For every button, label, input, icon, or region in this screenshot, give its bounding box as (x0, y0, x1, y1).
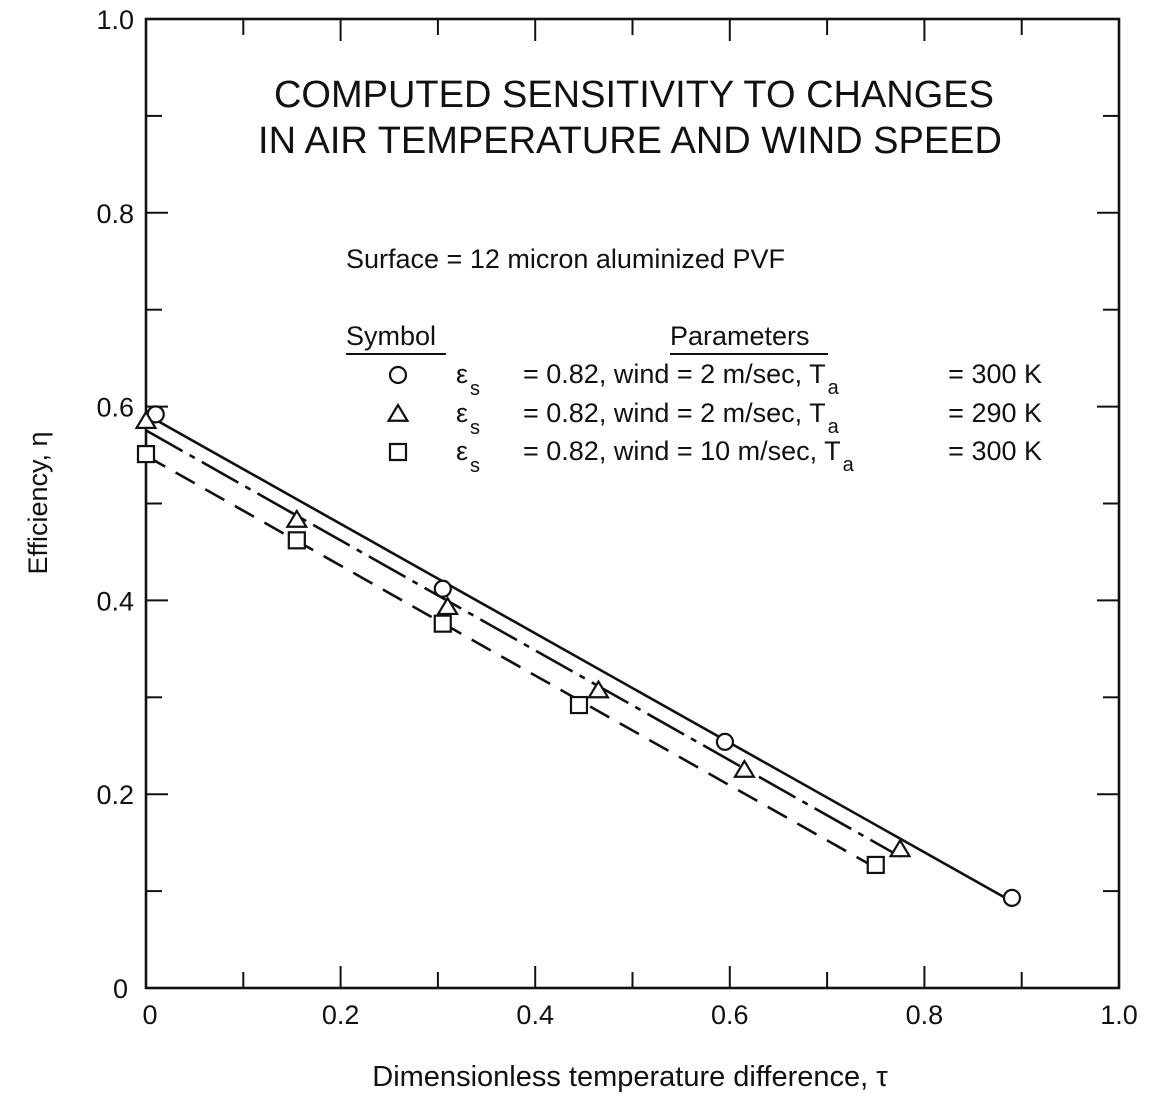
y-tick-label: 1.0 (96, 5, 134, 35)
legend-params: = 0.82, wind = 2 m/sec, T (523, 398, 826, 428)
legend-params: = 0.82, wind = 10 m/sec, T (523, 436, 841, 466)
plot-frame (144, 17, 1121, 990)
x-tick-label: 0.6 (711, 1000, 749, 1030)
x-tick-label: 0.4 (516, 1000, 554, 1030)
surface-note: Surface = 12 micron aluminized PVF (346, 244, 785, 274)
legend-epsilon-subscript: s (470, 378, 480, 400)
y-tick-label: 0.4 (96, 586, 134, 616)
legend-epsilon-subscript: s (470, 455, 480, 477)
series-line-dashdot (145, 429, 901, 858)
data-point-triangle (134, 409, 158, 429)
chart-title-line-1: COMPUTED SENSITIVITY TO CHANGES (274, 74, 994, 116)
series-circle (145, 405, 1022, 907)
legend-epsilon-subscript: s (470, 417, 480, 439)
data-point-triangle (733, 758, 756, 778)
legend-t-subscript: a (828, 416, 840, 438)
x-tick-label: 1.0 (1100, 1000, 1138, 1030)
legend-params: = 0.82, wind = 2 m/sec, T (523, 359, 826, 389)
legend-parameters-header: Parameters (670, 321, 810, 351)
legend-value: = 290 K (948, 398, 1042, 428)
legend-symbol-header: Symbol (346, 321, 436, 351)
legend-t-subscript: a (828, 377, 840, 399)
legend-epsilon: ε (456, 436, 468, 466)
axis-ticks: 0 0.2 0.4 0.6 0.8 1.0 0 0.2 0.4 0.6 0.8 1.0 (96, 5, 1137, 1030)
data-point-square (433, 614, 452, 633)
data-point-circle (1002, 888, 1022, 907)
data-series (134, 405, 1022, 907)
series-line-dashed (145, 454, 877, 869)
x-tick-label: 0.2 (322, 1000, 360, 1030)
y-tick-label: 0.2 (96, 780, 134, 810)
legend-t-subscript: a (843, 454, 855, 476)
data-point-triangle (436, 596, 460, 616)
series-square (136, 444, 885, 875)
x-tick-label: 0.8 (906, 1000, 944, 1030)
legend-marker-triangle (386, 402, 410, 422)
legend-marker-square (388, 442, 408, 462)
data-point-triangle (285, 508, 309, 528)
data-point-circle (715, 732, 735, 751)
chart-title-line-2: IN AIR TEMPERATURE AND WIND SPEED (258, 120, 1002, 162)
legend-value: = 300 K (948, 359, 1042, 389)
y-tick-label: 0 (113, 974, 128, 1004)
data-point-square (136, 444, 156, 464)
legend-epsilon: ε (456, 359, 468, 389)
data-point-square (287, 531, 306, 550)
series-triangle (134, 409, 912, 858)
data-point-square (866, 855, 885, 875)
data-point-triangle (888, 838, 912, 858)
y-tick-label: 0.6 (96, 393, 134, 423)
y-tick-label: 0.8 (96, 199, 134, 229)
y-axis-label: Efficiency, η (23, 431, 53, 574)
series-line-solid (145, 413, 1013, 903)
legend-marker-circle (388, 365, 408, 385)
data-point-triangle (587, 679, 610, 699)
x-axis-label: Dimensionless temperature difference, τ (372, 1061, 888, 1093)
data-point-square (569, 695, 589, 715)
legend-epsilon: ε (456, 398, 468, 428)
legend-value: = 300 K (948, 436, 1042, 466)
x-tick-label: 0 (142, 1000, 157, 1030)
